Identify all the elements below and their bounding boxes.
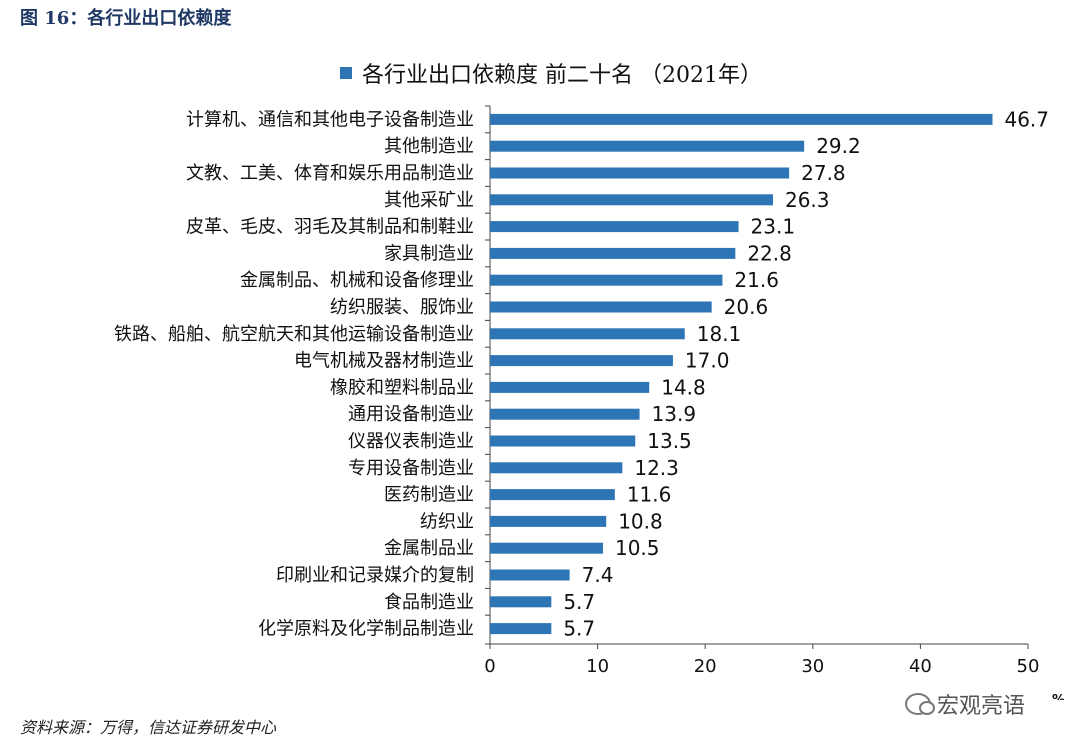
- x-unit-label: %: [1052, 693, 1065, 700]
- bar: [490, 569, 570, 581]
- bar: [490, 408, 640, 420]
- bar: [490, 489, 615, 501]
- bar: [490, 274, 723, 286]
- legend-label: 各行业出口依赖度 前二十名 （2021年）: [362, 63, 762, 88]
- data-label: 7.4: [582, 563, 614, 587]
- bar: [490, 328, 685, 340]
- category-label: 金属制品业: [384, 538, 474, 559]
- figure-title: 图 16：各行业出口依赖度: [20, 8, 232, 29]
- x-tick-label: 30: [801, 656, 824, 677]
- category-label: 家具制造业: [384, 243, 474, 264]
- category-label: 医药制造业: [384, 485, 474, 506]
- category-label: 其他制造业: [384, 136, 474, 157]
- data-label: 22.8: [747, 241, 792, 265]
- category-label: 铁路、船舶、航空航天和其他运输设备制造业: [114, 324, 474, 345]
- data-label: 5.7: [563, 590, 595, 614]
- data-label: 27.8: [801, 161, 846, 185]
- legend-swatch: [340, 67, 352, 79]
- category-label: 专用设备制造业: [348, 458, 474, 479]
- category-label: 纺织业: [420, 511, 474, 532]
- x-tick-label: 20: [694, 656, 717, 677]
- wechat-icon: [905, 693, 935, 715]
- bar: [490, 194, 773, 206]
- data-label: 23.1: [751, 215, 796, 239]
- category-label: 化学原料及化学制品制造业: [258, 619, 474, 640]
- data-label: 26.3: [785, 188, 830, 212]
- category-label: 其他采矿业: [384, 190, 474, 211]
- data-label: 11.6: [627, 483, 672, 507]
- category-label: 皮革、毛皮、羽毛及其制品和制鞋业: [186, 217, 474, 238]
- data-label: 13.9: [652, 402, 697, 426]
- category-label: 计算机、通信和其他电子设备制造业: [186, 109, 474, 130]
- bar: [490, 221, 739, 233]
- x-tick-label: 50: [1017, 656, 1040, 677]
- bar: [490, 301, 712, 313]
- bar: [490, 355, 673, 367]
- category-label: 纺织服装、服饰业: [330, 297, 474, 318]
- category-label: 电气机械及器材制造业: [294, 351, 474, 372]
- data-label: 46.7: [1004, 107, 1049, 131]
- watermark-label: 宏观亮语: [937, 694, 1026, 719]
- bar: [490, 462, 623, 474]
- watermark: 宏观亮语: [905, 688, 1025, 720]
- bar: [490, 140, 805, 152]
- data-label: 21.6: [734, 268, 779, 292]
- x-tick-label: 40: [909, 656, 932, 677]
- data-label: 13.5: [647, 429, 692, 453]
- category-label: 印刷业和记录媒介的复制: [276, 565, 474, 586]
- bar: [490, 381, 650, 393]
- category-label: 文教、工美、体育和娱乐用品制造业: [186, 163, 474, 184]
- category-label: 通用设备制造业: [348, 404, 474, 425]
- bar: [490, 623, 552, 635]
- data-label: 18.1: [697, 322, 742, 346]
- data-label: 10.5: [615, 536, 660, 560]
- data-label: 10.8: [618, 509, 663, 533]
- category-label: 食品制造业: [384, 592, 474, 613]
- chart-legend: 各行业出口依赖度 前二十名 （2021年）: [340, 58, 762, 88]
- category-label: 仪器仪表制造业: [348, 431, 474, 452]
- bar: [490, 596, 552, 608]
- source-note: 资料来源：万得，信达证券研发中心: [20, 718, 277, 737]
- bar-chart: 计算机、通信和其他电子设备制造业 46.7 其他制造业 29.2 文教、工美、体育和娱乐…: [114, 105, 1065, 700]
- x-tick-label: 10: [586, 656, 609, 677]
- bar: [490, 247, 736, 259]
- data-label: 17.0: [685, 349, 730, 373]
- data-label: 12.3: [634, 456, 679, 480]
- category-label: 橡胶和塑料制品业: [330, 377, 474, 398]
- category-label: 金属制品、机械和设备修理业: [240, 270, 474, 291]
- bar: [490, 515, 607, 527]
- bar: [490, 435, 636, 447]
- bar: [490, 113, 993, 125]
- data-label: 29.2: [816, 134, 861, 158]
- data-label: 14.8: [661, 375, 706, 399]
- data-label: 5.7: [563, 617, 595, 641]
- bar: [490, 542, 603, 554]
- bar: [490, 167, 790, 179]
- data-label: 20.6: [724, 295, 769, 319]
- x-tick-label: 0: [484, 656, 495, 677]
